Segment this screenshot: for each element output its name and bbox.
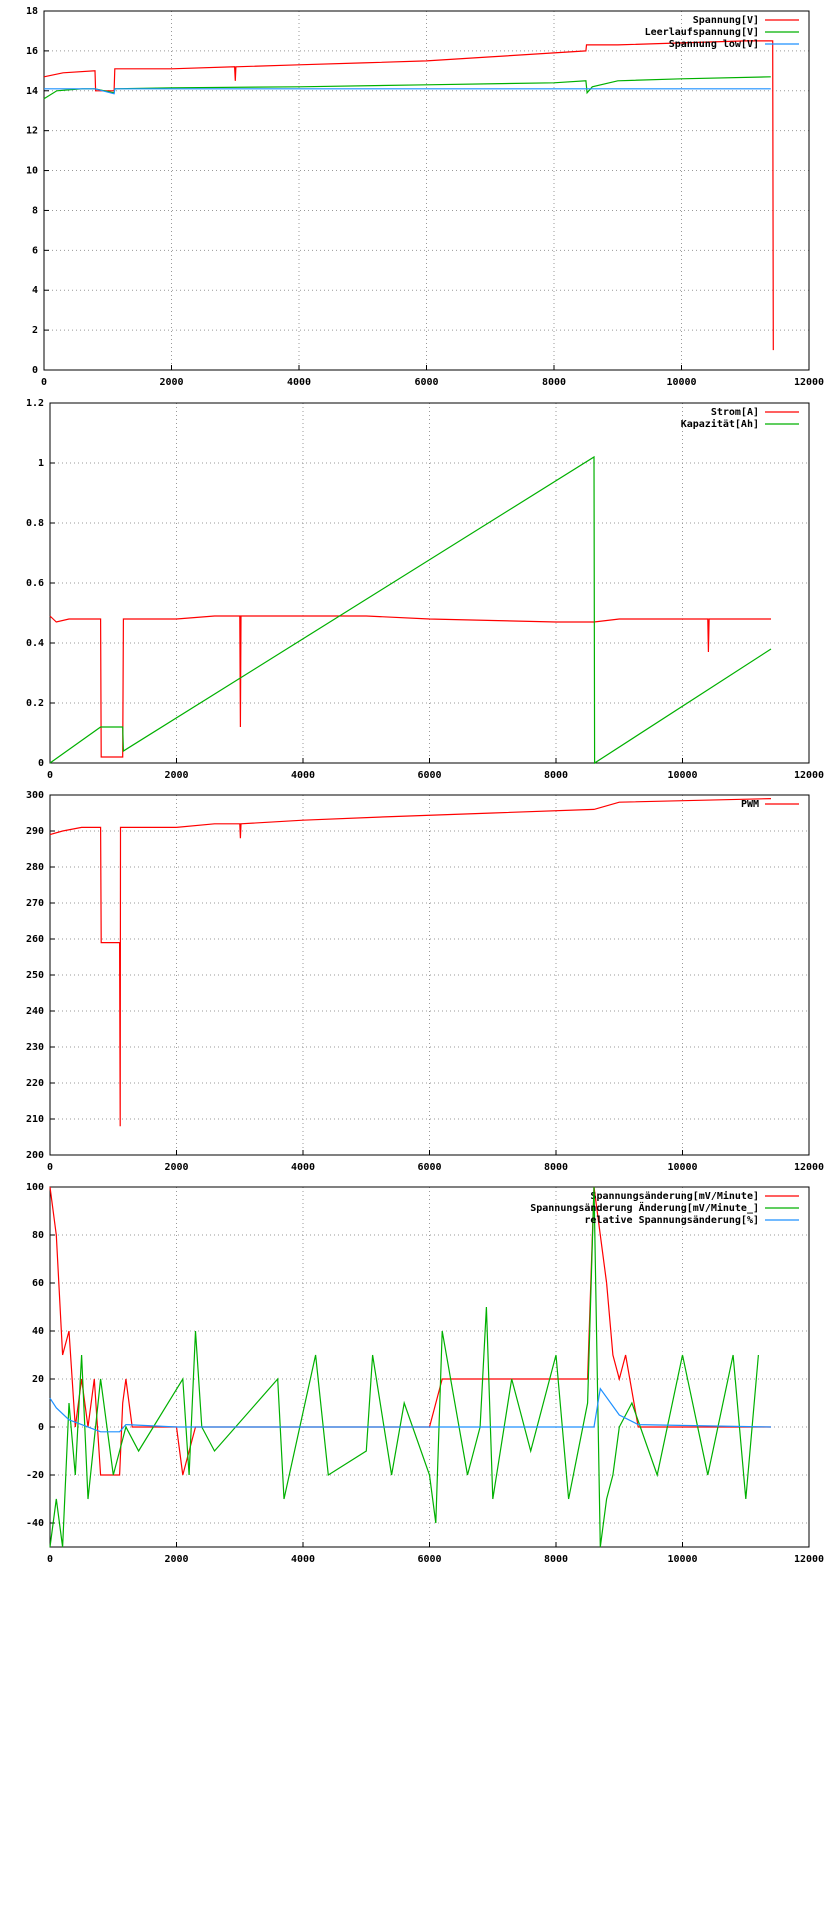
x-tick-label: 0	[41, 377, 47, 388]
x-tick-label: 0	[47, 1162, 53, 1173]
x-tick-label: 8000	[544, 770, 568, 781]
data-line	[43, 40, 774, 351]
y-tick-label: 60	[32, 1278, 44, 1289]
x-tick-label: 12000	[794, 1162, 824, 1173]
y-tick-label: 0	[38, 1422, 44, 1433]
x-tick-label: 4000	[287, 377, 311, 388]
y-tick-label: 12	[26, 126, 38, 137]
x-tick-label: 10000	[667, 770, 697, 781]
x-tick-label: 2000	[164, 1554, 188, 1565]
data-line	[49, 455, 772, 765]
x-tick-label: 2000	[159, 377, 183, 388]
data-line	[44, 88, 771, 95]
x-tick-label: 8000	[544, 1554, 568, 1565]
y-tick-label: 20	[32, 1374, 44, 1385]
y-tick-label: 1.2	[26, 398, 44, 409]
legend-label: Kapazität[Ah]	[681, 418, 759, 430]
x-tick-label: 4000	[291, 770, 315, 781]
x-tick-label: 6000	[417, 770, 441, 781]
plot-frame	[49, 794, 810, 1156]
y-tick-label: 18	[26, 6, 38, 17]
x-tick-label: 6000	[417, 1162, 441, 1173]
y-tick-label: -40	[26, 1518, 44, 1529]
y-tick-label: 250	[26, 970, 44, 981]
x-tick-label: 4000	[291, 1162, 315, 1173]
x-tick-label: 0	[47, 1554, 53, 1565]
y-tick-label: 2	[32, 325, 38, 336]
y-tick-label: 8	[32, 205, 38, 216]
legend-label: Spannungsänderung[mV/Minute]	[590, 1190, 759, 1202]
x-tick-label: 8000	[542, 377, 566, 388]
legend-label: Leerlaufspannung[V]	[645, 27, 759, 38]
x-tick-label: 8000	[544, 1162, 568, 1173]
x-tick-label: 12000	[794, 1554, 824, 1565]
legend-label: Spannungsänderung Änderung[mV/Minute_]	[530, 1200, 759, 1214]
y-tick-label: 200	[26, 1150, 44, 1161]
y-tick-label: 14	[26, 86, 38, 97]
y-tick-label: 270	[26, 898, 44, 909]
y-tick-label: 240	[26, 1006, 44, 1017]
x-tick-label: 4000	[291, 1554, 315, 1565]
legend-label: PWM	[741, 799, 759, 810]
y-tick-label: 80	[32, 1230, 44, 1241]
data-line	[43, 76, 771, 100]
y-tick-label: 10	[26, 166, 38, 177]
data-line	[49, 798, 772, 1127]
x-tick-label: 10000	[667, 1554, 697, 1565]
plot-frame	[49, 402, 810, 764]
y-tick-label: 100	[26, 1182, 44, 1193]
plot-frame	[49, 1186, 810, 1548]
y-tick-label: 230	[26, 1042, 44, 1053]
y-tick-label: -20	[26, 1470, 44, 1481]
x-tick-label: 2000	[164, 1162, 188, 1173]
legend-label: relative Spannungsänderung[%]	[584, 1214, 759, 1226]
data-line	[49, 1186, 759, 1548]
y-tick-label: 300	[26, 790, 44, 801]
y-tick-label: 16	[26, 46, 38, 57]
x-tick-label: 12000	[794, 770, 824, 781]
x-tick-label: 10000	[667, 1162, 697, 1173]
y-tick-label: 220	[26, 1078, 44, 1089]
y-tick-label: 210	[26, 1114, 44, 1125]
y-tick-label: 290	[26, 826, 44, 837]
x-tick-label: 0	[47, 770, 53, 781]
data-line	[49, 615, 771, 758]
y-tick-label: 0.6	[26, 578, 44, 589]
y-tick-label: 40	[32, 1326, 44, 1337]
y-tick-label: 0.4	[26, 638, 44, 649]
x-tick-label: 2000	[164, 770, 188, 781]
legend-label: Spannung low[V]	[669, 39, 759, 50]
y-tick-label: 280	[26, 862, 44, 873]
y-tick-label: 0.8	[26, 518, 44, 529]
x-tick-label: 6000	[417, 1554, 441, 1565]
y-tick-label: 6	[32, 245, 38, 256]
y-tick-label: 0	[32, 365, 38, 376]
y-tick-label: 1	[38, 458, 44, 469]
y-tick-label: 0.2	[26, 698, 44, 709]
x-tick-label: 10000	[666, 377, 696, 388]
y-tick-label: 260	[26, 934, 44, 945]
legend-label: Spannung[V]	[693, 15, 759, 26]
y-tick-label: 0	[38, 758, 44, 769]
x-tick-label: 6000	[414, 377, 438, 388]
y-tick-label: 4	[32, 285, 38, 296]
data-line	[49, 1387, 772, 1433]
legend-label: Strom[A]	[711, 407, 759, 418]
plot-frame	[43, 10, 810, 371]
x-tick-label: 12000	[794, 377, 824, 388]
